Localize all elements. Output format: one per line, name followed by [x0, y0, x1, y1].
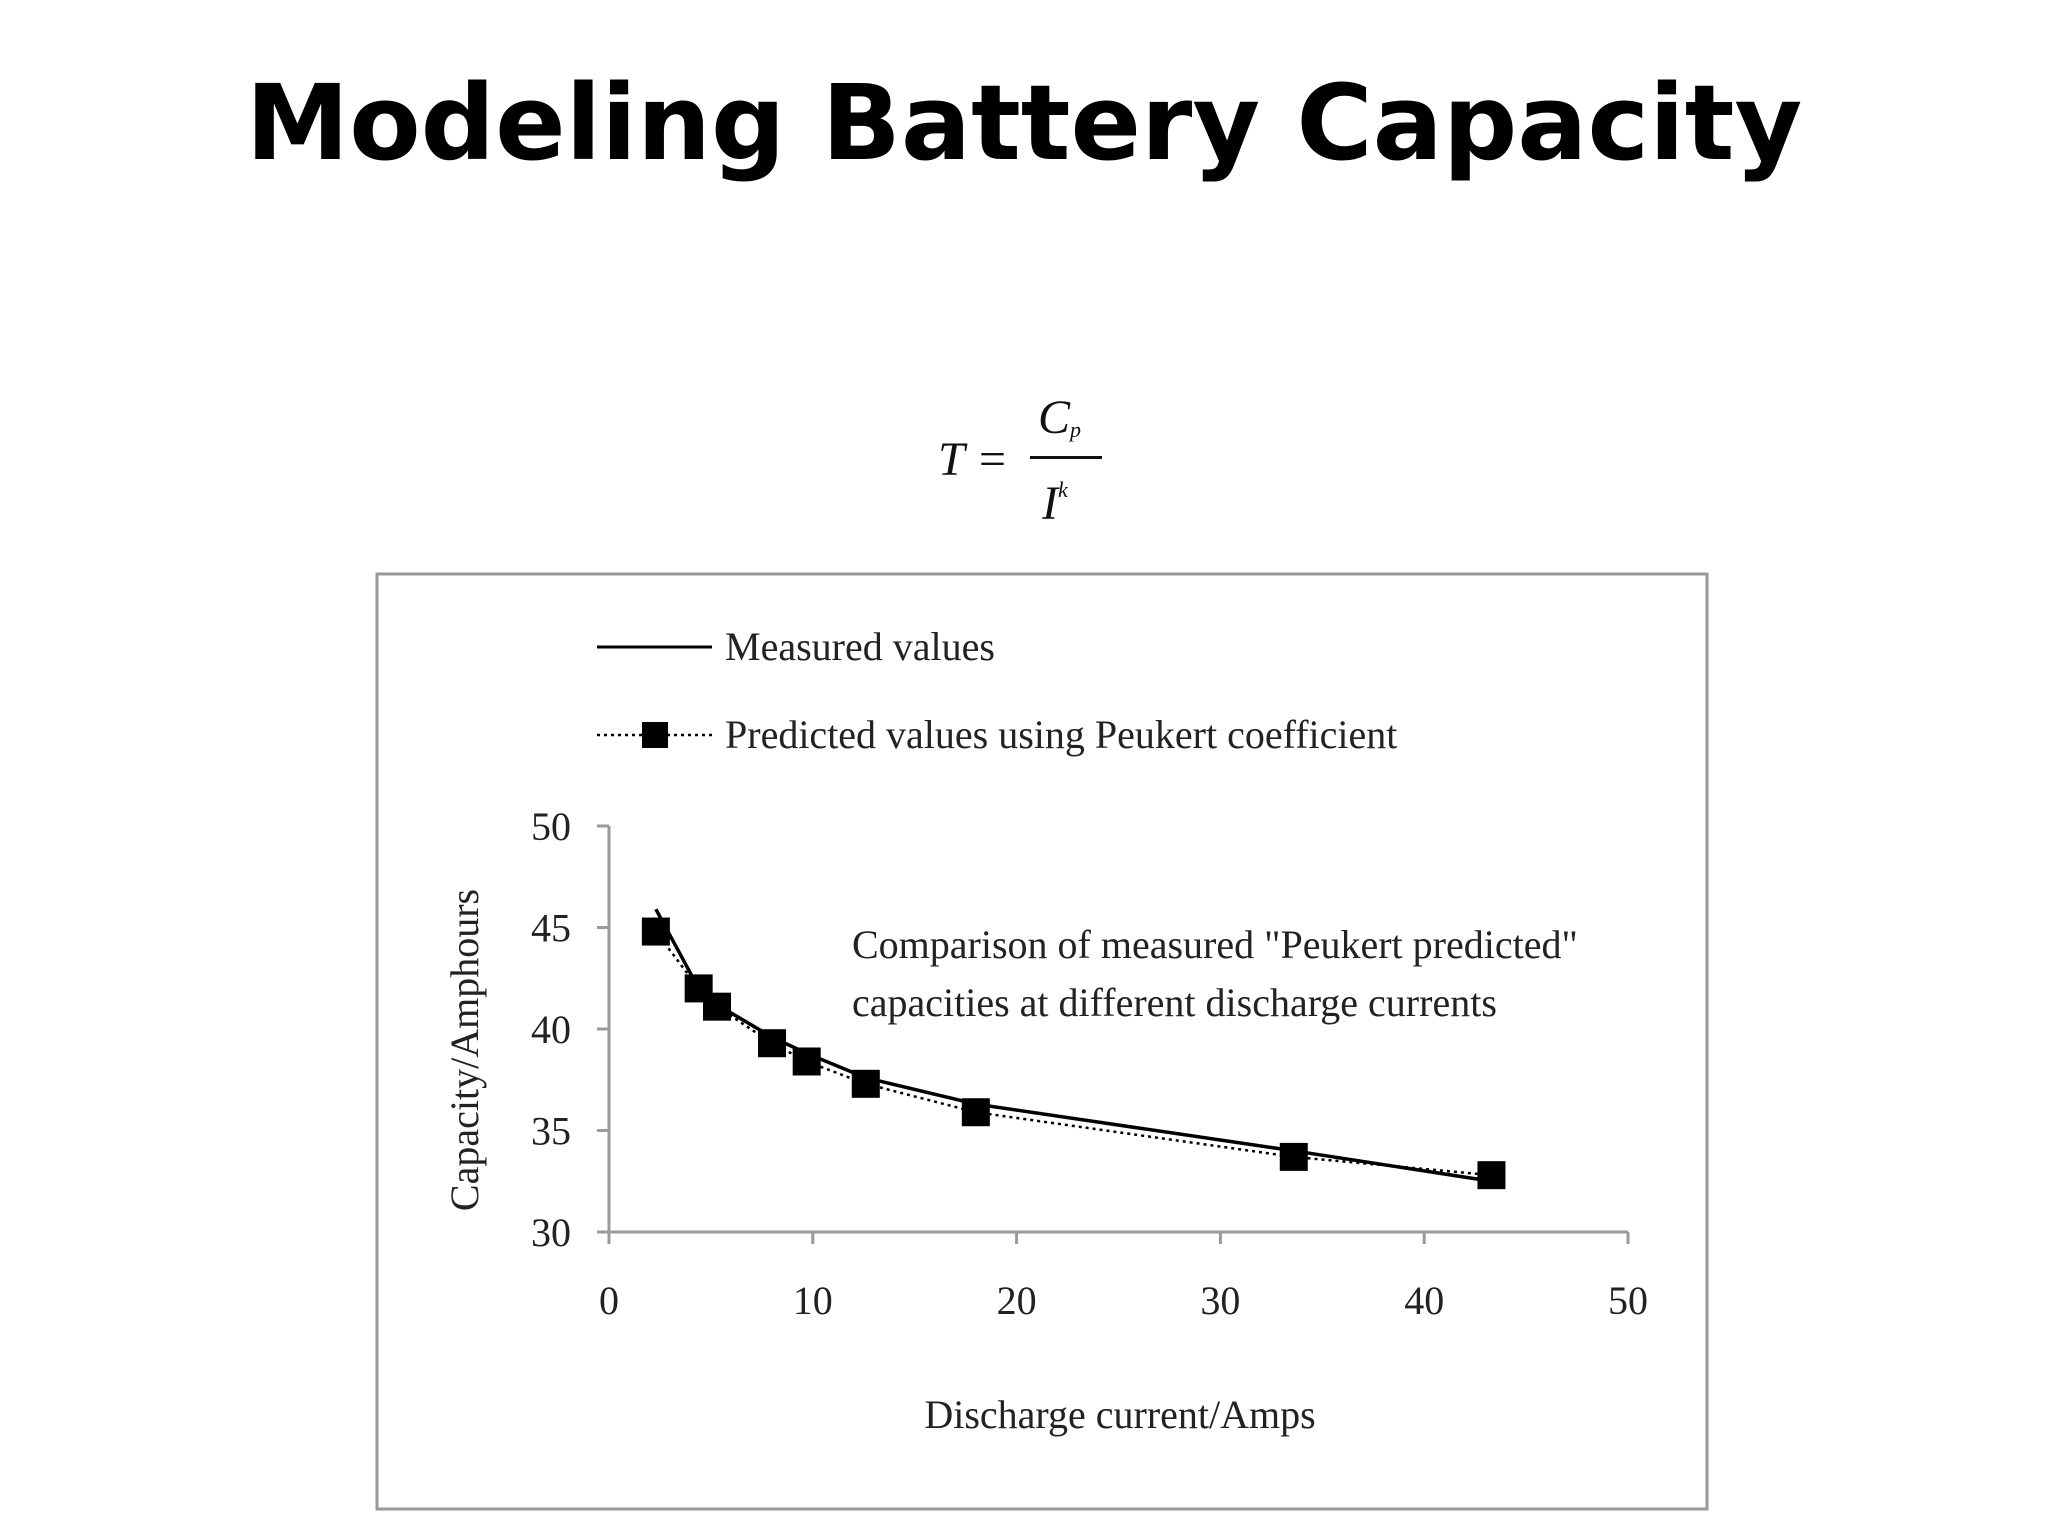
x-tick-label: 10 — [793, 1278, 833, 1323]
y-tick-label: 30 — [531, 1210, 571, 1255]
x-tick-label: 30 — [1200, 1278, 1240, 1323]
predicted-data-point — [703, 992, 732, 1021]
legend-predicted-marker — [642, 722, 668, 748]
slide-title: Modeling Battery Capacity — [245, 62, 1803, 184]
chart-annotation-line-1: Comparison of measured "Peukert predicte… — [852, 922, 1578, 967]
x-tick-label: 20 — [997, 1278, 1037, 1323]
peukert-formula: T = Cp Ik — [930, 390, 1110, 530]
predicted-data-point — [961, 1098, 990, 1127]
formula-fraction: Cp Ik — [1030, 390, 1110, 530]
chart-annotation-line-2: capacities at different discharge curren… — [852, 980, 1497, 1025]
x-tick-label: 0 — [599, 1278, 619, 1323]
chart-axes: 30 35 40 45 50 0 10 20 30 40 50 — [531, 804, 1648, 1323]
formula-lhs: T = — [938, 433, 1009, 486]
predicted-data-point — [758, 1029, 787, 1058]
predicted-data-point — [792, 1047, 821, 1076]
chart-frame — [375, 572, 1709, 1511]
formula-numerator-symbol: C — [1038, 391, 1071, 444]
x-tick-label: 40 — [1404, 1278, 1444, 1323]
x-tick-label: 50 — [1608, 1278, 1648, 1323]
predicted-data-point — [1477, 1161, 1506, 1190]
y-tick-label: 35 — [531, 1109, 571, 1154]
formula-numerator: Cp — [1038, 390, 1081, 458]
formula-denominator-exponent: k — [1057, 477, 1068, 502]
y-tick-label: 50 — [531, 804, 571, 849]
formula-denominator-symbol: I — [1042, 477, 1058, 530]
formula-denominator: Ik — [1042, 462, 1068, 532]
predicted-data-point — [641, 917, 670, 946]
formula-numerator-subscript: p — [1070, 417, 1082, 442]
y-tick-label: 45 — [531, 906, 571, 951]
predicted-data-point — [1279, 1142, 1308, 1171]
legend-predicted-label: Predicted values using Peukert coefficie… — [725, 712, 1397, 757]
y-tick-label: 40 — [531, 1007, 571, 1052]
x-axis-label: Discharge current/Amps — [924, 1392, 1315, 1437]
formula-fraction-bar — [1030, 456, 1102, 459]
predicted-data-point — [851, 1069, 880, 1098]
legend-measured-label: Measured values — [725, 624, 995, 669]
chart-series — [641, 908, 1506, 1190]
y-axis-label: Capacity/Amphours — [442, 889, 487, 1211]
